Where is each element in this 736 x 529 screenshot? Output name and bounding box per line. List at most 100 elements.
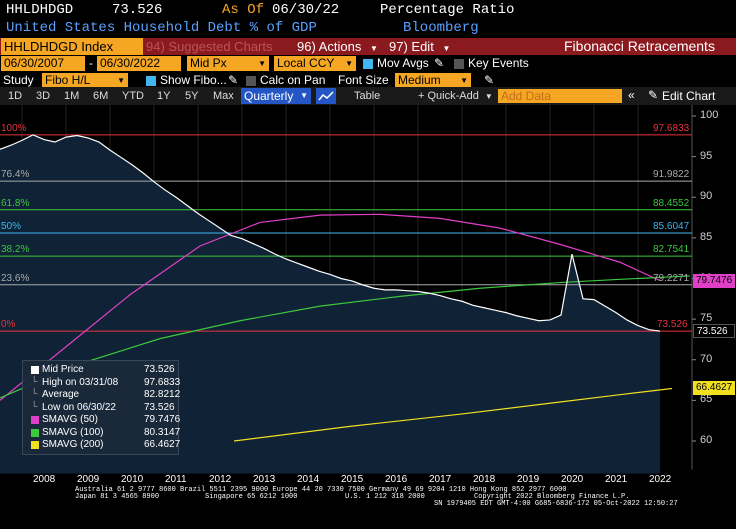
y-tick-label: 65 [700, 393, 713, 406]
calc-on-pan-checkbox[interactable] [246, 76, 256, 86]
legend-label: SMAVG (50) [42, 414, 98, 425]
quick-add-button[interactable]: + Quick-Add ▼ [418, 88, 493, 104]
fib-value-label: 73.526 [657, 319, 688, 331]
fib-percent-label: 38.2% [1, 244, 30, 256]
x-tick-label: 2017 [429, 474, 452, 485]
edit-button[interactable]: 97) Edit ▼ [389, 39, 450, 54]
chart-svg[interactable] [0, 105, 736, 529]
chevron-down-icon: ▼ [460, 76, 468, 85]
smavg-50-tag: 79.7476 [693, 273, 735, 288]
fib-value-label: 82.7541 [653, 244, 690, 256]
range-1m[interactable]: 1M [64, 90, 80, 102]
y-tick-label: 95 [700, 149, 713, 162]
x-tick-label: 2012 [209, 474, 232, 485]
x-tick-label: 2009 [77, 474, 100, 485]
range-5y[interactable]: 5Y [185, 90, 199, 102]
font-size-label: Font Size [338, 73, 389, 87]
y-tick-label: 85 [700, 230, 713, 243]
chart-title: Fibonacci Retracements [564, 38, 715, 54]
table-button[interactable]: Table [354, 90, 381, 102]
legend-label: SMAVG (200) [42, 439, 104, 450]
security-description: United States Household Debt % of GDP [6, 20, 317, 36]
chevron-down-icon: ▼ [258, 59, 266, 68]
range-6m[interactable]: 6M [93, 90, 109, 102]
range-1d[interactable]: 1D [8, 90, 23, 102]
price-tag: 73.526 [693, 324, 735, 339]
key-events-checkbox[interactable] [454, 59, 464, 69]
legend-value: 66.4627 [144, 439, 181, 450]
start-date-input[interactable]: 06/30/2007 [1, 56, 85, 71]
x-tick-label: 2013 [253, 474, 276, 485]
study-label: Study [3, 73, 34, 87]
mov-avgs-label[interactable]: Mov Avgs [377, 56, 429, 70]
fib-percent-label: 61.8% [1, 197, 30, 209]
x-tick-label: 2016 [385, 474, 408, 485]
mov-avgs-checkbox[interactable] [363, 59, 373, 69]
actions-button[interactable]: 96) Actions ▼ [297, 39, 378, 54]
y-tick-label: 90 [700, 190, 713, 203]
fib-value-label: 79.2271 [653, 272, 690, 284]
currency-select[interactable]: Local CCY ▼ [274, 56, 356, 71]
x-tick-label: 2014 [297, 474, 320, 485]
legend-branch-icon: └ [31, 400, 38, 411]
smavg-100-line [0, 275, 691, 399]
y-tick-label: 60 [700, 434, 713, 446]
x-tick-label: 2018 [473, 474, 496, 485]
study-value: Fibo H/L [45, 73, 91, 87]
frequency-select[interactable]: Quarterly ▼ [241, 88, 311, 104]
as-of-label: As Of [222, 2, 265, 18]
x-tick-label: 2022 [649, 474, 672, 485]
quick-add-label: + Quick-Add [418, 90, 479, 102]
currency-value: Local CCY [277, 56, 335, 70]
y-tick-label: 100 [700, 109, 719, 121]
fib-percent-label: 100% [1, 122, 27, 134]
range-max[interactable]: Max [213, 90, 234, 102]
pencil-icon[interactable]: ✎ [434, 56, 445, 70]
legend-value: 73.526 [144, 364, 175, 375]
edit-chart-button[interactable]: Edit Chart [662, 89, 716, 103]
price-type-select[interactable]: Mid Px ▼ [187, 56, 269, 71]
key-events-label[interactable]: Key Events [468, 56, 529, 70]
chevron-down-icon: ▼ [300, 91, 308, 100]
legend-box [22, 360, 179, 455]
chevron-down-icon: ▼ [117, 76, 125, 85]
end-date-input[interactable]: 06/30/2022 [97, 56, 181, 71]
legend-value: 82.8212 [144, 389, 181, 400]
legend-value: 97.6833 [144, 376, 181, 388]
pencil-icon[interactable]: ✎ [648, 88, 659, 102]
legend-swatch [31, 441, 39, 449]
smavg-50-line [0, 213, 661, 401]
footer-session-info: SN 1979405 EDT GMT-4:00 G685-6836-172 05… [434, 500, 678, 508]
collapse-left-icon[interactable]: « [628, 88, 635, 102]
date-dash: - [89, 56, 93, 70]
security-field[interactable]: HHLDHDGD Index [1, 38, 143, 55]
action-toolbar [0, 38, 736, 55]
study-select[interactable]: Fibo H/L ▼ [42, 73, 128, 88]
legend-swatch [31, 416, 39, 424]
footer-contacts-japan: Japan 81 3 4565 8900 [75, 493, 160, 501]
line-chart-icon[interactable] [316, 88, 336, 104]
x-tick-label: 2019 [517, 474, 540, 485]
pencil-icon[interactable]: ✎ [228, 73, 239, 87]
range-3d[interactable]: 3D [36, 90, 51, 102]
legend-label: Mid Price [42, 364, 84, 375]
legend-branch-icon: └ [31, 388, 38, 398]
fib-percent-label: 23.6% [1, 272, 30, 284]
pencil-icon[interactable]: ✎ [484, 73, 495, 87]
show-fibo-checkbox[interactable] [146, 76, 156, 86]
footer-copyright: Copyright 2022 Bloomberg Finance L.P. [474, 493, 630, 501]
x-tick-label: 2008 [33, 474, 56, 485]
legend-swatch [31, 366, 39, 374]
suggested-charts-button[interactable]: 94) Suggested Charts [146, 39, 273, 54]
range-ytd[interactable]: YTD [122, 90, 144, 102]
footer-contacts-singapore: Singapore 65 6212 1000 [205, 493, 298, 501]
smavg-200-tag: 66.4627 [693, 381, 735, 396]
x-tick-label: 2010 [121, 474, 144, 485]
range-1y[interactable]: 1Y [157, 90, 171, 102]
x-tick-label: 2020 [561, 474, 584, 485]
add-data-input[interactable]: Add Data [498, 89, 622, 103]
calc-on-pan-label[interactable]: Calc on Pan [260, 73, 326, 87]
show-fibo-label[interactable]: Show Fibo... [160, 73, 227, 87]
legend-value: 73.526 [144, 401, 175, 413]
font-size-select[interactable]: Medium ▼ [395, 73, 471, 88]
